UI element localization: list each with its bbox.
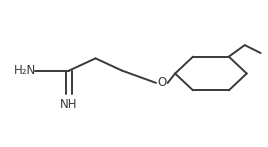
Text: NH: NH: [60, 98, 78, 111]
Text: H₂N: H₂N: [14, 64, 36, 77]
Text: O: O: [157, 76, 166, 89]
